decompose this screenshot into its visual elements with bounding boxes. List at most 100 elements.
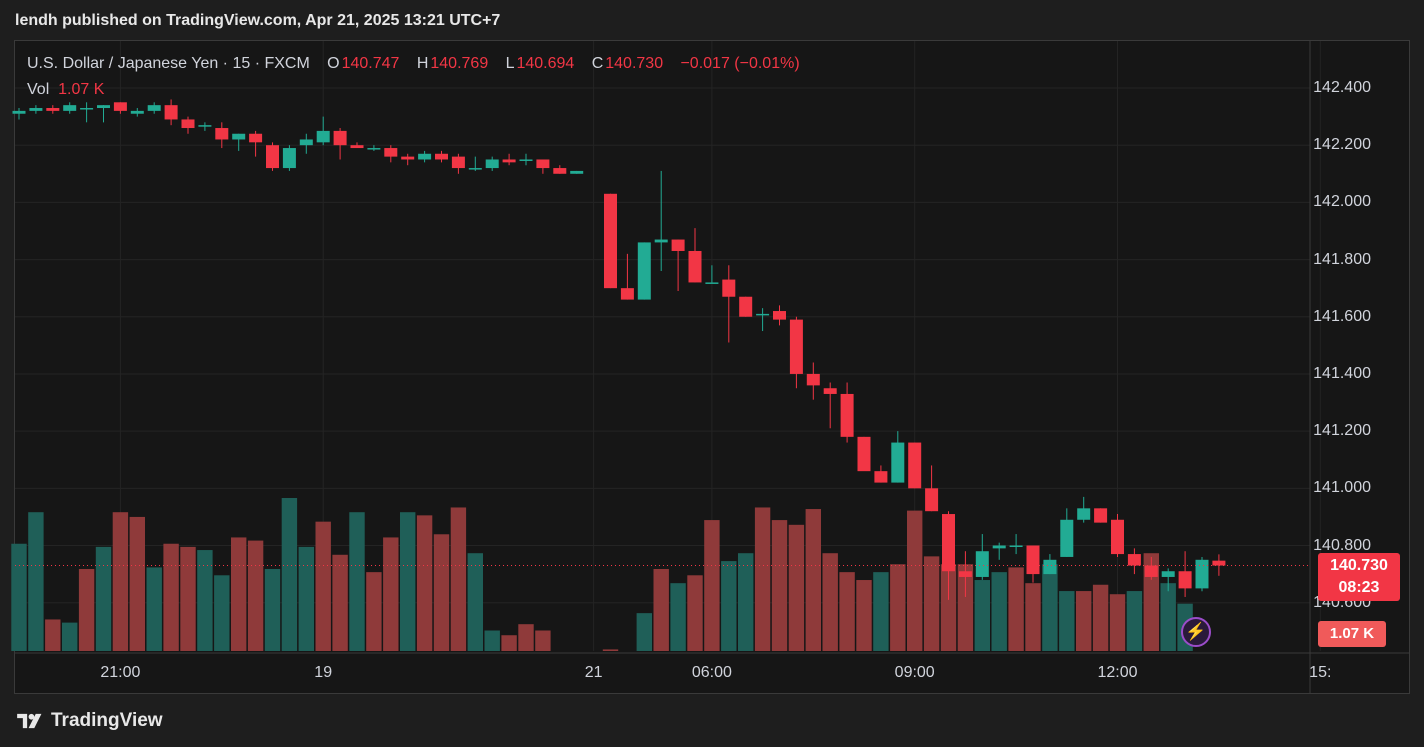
- candle-body: [130, 110, 144, 114]
- close-value: 140.730: [605, 55, 664, 72]
- price-tick-label: 142.000: [1313, 193, 1371, 211]
- volume-bar: [28, 512, 44, 651]
- candle-body: [181, 119, 195, 129]
- change-value: −0.017 (−0.01%): [680, 55, 800, 72]
- last-price-badge: 140.730 08:23: [1318, 553, 1400, 601]
- volume-bar: [738, 553, 754, 651]
- time-tick-label: 15:: [1309, 664, 1332, 681]
- symbol-legend: U.S. Dollar / Japanese Yen · 15 · FXCM O…: [27, 55, 802, 73]
- volume-bar: [366, 572, 382, 651]
- candle-body: [113, 102, 127, 111]
- candle-body: [874, 471, 888, 483]
- volume-bar: [1076, 591, 1092, 651]
- candle-body: [367, 148, 381, 150]
- candle-body: [637, 242, 651, 300]
- tradingview-logo[interactable]: TradingView: [15, 710, 163, 732]
- volume-bar: [180, 546, 196, 651]
- time-tick-label: 06:00: [691, 664, 732, 681]
- last-price-value: 140.730: [1330, 557, 1388, 574]
- candle-body: [1212, 560, 1226, 566]
- volume-bar: [923, 556, 940, 651]
- time-tick-label: 21:00: [100, 664, 141, 681]
- candle-body: [164, 105, 178, 120]
- volume-bar: [400, 512, 416, 651]
- candle-body: [739, 296, 753, 317]
- candle-body: [1094, 508, 1108, 523]
- time-tick-label: 19: [314, 664, 333, 681]
- volume-bar: [1092, 584, 1109, 651]
- open-value: 140.747: [341, 55, 400, 72]
- volume-bar: [805, 509, 821, 651]
- candle-body: [536, 159, 550, 169]
- candle-body: [1077, 508, 1091, 520]
- candle-body: [806, 373, 820, 386]
- candle-body: [384, 148, 398, 157]
- candle-body: [232, 133, 246, 140]
- lightning-icon[interactable]: ⚡: [1181, 617, 1211, 647]
- volume-bar: [957, 564, 974, 651]
- candle-body: [975, 551, 989, 577]
- candle-body: [688, 250, 702, 283]
- price-tick-label: 142.200: [1313, 136, 1371, 154]
- volume-bar: [78, 568, 95, 651]
- volume-bar: [940, 564, 957, 651]
- candle-body: [857, 436, 871, 472]
- volume-bar: [636, 613, 652, 651]
- brand-name: TradingView: [51, 710, 163, 731]
- candle-body: [992, 545, 1006, 549]
- candle-body: [333, 130, 347, 146]
- volume-bar: [247, 540, 264, 651]
- volume-bar: [687, 575, 703, 651]
- candle-body: [1195, 559, 1209, 589]
- volume-bar: [1160, 583, 1176, 651]
- candle-body: [1060, 519, 1074, 557]
- volume-bar: [856, 580, 872, 651]
- candle-body: [1144, 565, 1158, 577]
- volume-bar: [771, 520, 788, 651]
- candle-body: [282, 148, 296, 169]
- volume-bar: [602, 649, 619, 651]
- volume-bar: [416, 515, 433, 651]
- volume-bar: [788, 524, 805, 651]
- time-tick-label: 12:00: [1097, 664, 1138, 681]
- candle-body: [502, 159, 516, 163]
- candle-body: [198, 125, 212, 127]
- volume-bar: [298, 546, 314, 651]
- volume-bar: [332, 554, 348, 651]
- candle-body: [401, 156, 415, 160]
- candle-body: [570, 170, 584, 174]
- candle-body: [12, 110, 26, 114]
- price-tick-label: 141.400: [1313, 364, 1371, 382]
- candle-body: [958, 571, 972, 577]
- candle-body: [266, 145, 279, 169]
- close-label: C: [591, 55, 604, 72]
- volume-bar: [670, 583, 686, 651]
- candle-body: [840, 393, 854, 437]
- volume-bar: [163, 543, 179, 651]
- candle-body: [1026, 545, 1040, 575]
- volume-bar: [991, 572, 1007, 651]
- candle-body: [1127, 554, 1141, 566]
- volume-bar: [501, 635, 517, 651]
- volume-bar: [11, 543, 27, 651]
- volume-bar: [231, 537, 247, 651]
- candle-body: [654, 239, 668, 243]
- volume-bar: [653, 568, 669, 651]
- price-tick-label: 140.800: [1313, 536, 1371, 554]
- volume-label: Vol: [27, 81, 50, 98]
- candle-body: [756, 313, 770, 316]
- candle-body: [485, 159, 499, 169]
- volume-bar: [974, 580, 990, 651]
- volume-bar: [450, 507, 467, 651]
- symbol-name[interactable]: U.S. Dollar / Japanese Yen · 15 · FXCM: [27, 55, 310, 72]
- candle-body: [604, 193, 617, 289]
- volume-bar: [1025, 583, 1041, 651]
- candle-body: [350, 145, 364, 149]
- candle-body: [773, 311, 786, 320]
- candle-body: [316, 130, 330, 143]
- publish-header: lendh published on TradingView.com, Apr …: [15, 12, 501, 29]
- volume-bar: [349, 512, 365, 651]
- candle-body: [891, 442, 905, 483]
- volume-bar: [1042, 564, 1058, 651]
